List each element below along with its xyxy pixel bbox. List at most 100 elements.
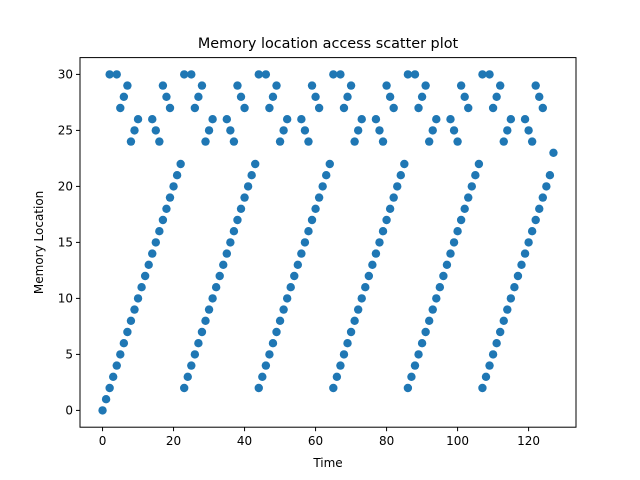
x-tick-label: 100 — [446, 434, 469, 448]
point — [503, 305, 512, 314]
point — [549, 148, 558, 157]
point — [282, 294, 292, 303]
point — [201, 316, 210, 325]
point — [282, 115, 292, 124]
y-tick-label: 20 — [58, 179, 73, 193]
point — [453, 137, 462, 146]
point — [311, 92, 320, 102]
point — [524, 126, 533, 135]
point — [424, 316, 434, 325]
point — [478, 70, 487, 79]
point — [346, 327, 356, 337]
point — [119, 339, 129, 348]
point — [535, 204, 544, 213]
point — [272, 327, 281, 337]
point — [176, 159, 185, 169]
point — [105, 383, 114, 393]
point — [325, 159, 334, 169]
point — [123, 81, 132, 90]
point — [258, 372, 267, 381]
point — [151, 126, 161, 135]
point — [236, 92, 246, 102]
point — [371, 249, 381, 258]
point — [531, 215, 540, 225]
point — [407, 372, 416, 381]
point — [424, 137, 434, 146]
point — [343, 92, 352, 102]
point — [300, 126, 310, 135]
point — [222, 249, 232, 258]
point — [435, 283, 445, 292]
point — [456, 215, 466, 225]
point — [272, 81, 281, 90]
point — [499, 316, 508, 325]
point — [144, 260, 153, 269]
point — [148, 115, 157, 124]
point — [464, 103, 473, 113]
point — [432, 115, 441, 124]
point — [286, 283, 295, 292]
point — [400, 159, 409, 169]
point — [254, 383, 263, 393]
point — [460, 92, 469, 102]
point — [485, 361, 494, 370]
point — [190, 103, 200, 113]
x-tick-label: 120 — [517, 434, 540, 448]
point — [520, 249, 530, 258]
point — [361, 283, 370, 292]
point — [261, 361, 271, 370]
point — [197, 81, 207, 90]
point — [155, 227, 164, 236]
point — [389, 193, 398, 202]
point — [226, 126, 235, 135]
point — [307, 81, 317, 90]
point — [158, 81, 168, 90]
point — [478, 383, 487, 393]
point — [155, 137, 164, 146]
point — [410, 70, 420, 79]
point — [439, 271, 448, 281]
point — [538, 193, 548, 202]
point — [506, 115, 516, 124]
x-tick-label: 40 — [237, 434, 252, 448]
point — [456, 81, 466, 90]
point — [538, 103, 548, 113]
point — [506, 294, 516, 303]
point — [339, 103, 349, 113]
point — [208, 115, 217, 124]
point — [194, 339, 203, 348]
point — [513, 271, 523, 281]
point — [290, 271, 299, 281]
point — [275, 137, 285, 146]
point — [112, 361, 121, 370]
point — [162, 92, 171, 102]
point — [229, 137, 239, 146]
point — [187, 70, 196, 79]
point — [375, 238, 384, 247]
point — [197, 327, 207, 337]
point — [417, 92, 427, 102]
point — [148, 249, 157, 258]
point — [211, 283, 221, 292]
point — [247, 171, 256, 180]
point — [116, 350, 125, 359]
point — [222, 115, 232, 124]
y-tick-label: 15 — [58, 235, 73, 249]
point — [172, 171, 182, 180]
point — [126, 316, 136, 325]
point — [265, 103, 274, 113]
point — [414, 103, 423, 113]
y-tick-label: 25 — [58, 123, 73, 137]
point — [524, 238, 533, 247]
point — [417, 339, 427, 348]
point — [133, 115, 143, 124]
point — [251, 159, 260, 169]
point — [279, 126, 288, 135]
point — [396, 171, 405, 180]
point — [517, 260, 526, 269]
point — [165, 103, 175, 113]
point — [219, 260, 228, 269]
point — [329, 383, 338, 393]
point — [510, 283, 519, 292]
